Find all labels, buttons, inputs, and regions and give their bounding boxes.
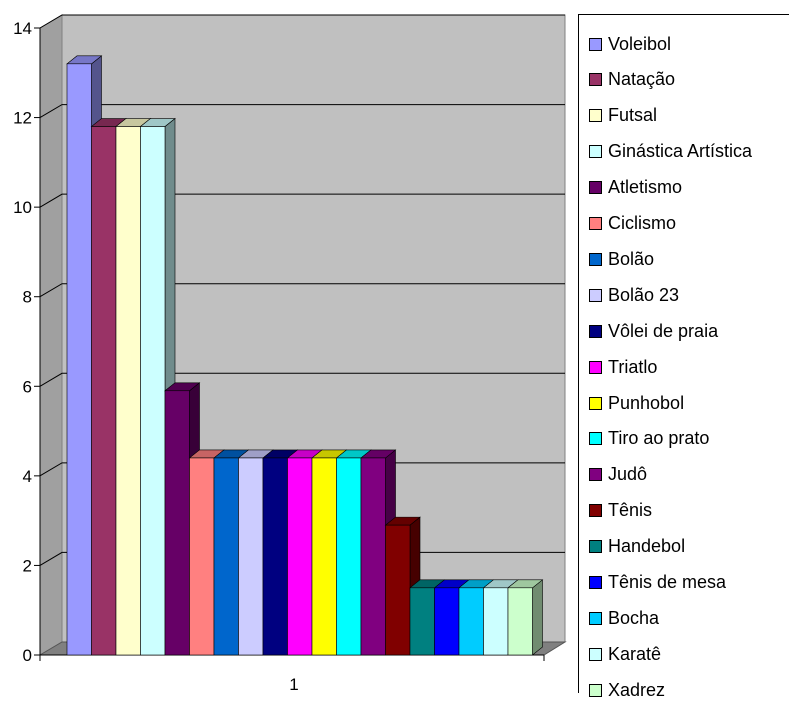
bar-15 <box>410 588 435 655</box>
bar-9 <box>263 458 288 655</box>
legend-swatch <box>589 253 602 266</box>
legend-swatch <box>589 397 602 410</box>
legend-swatch <box>589 468 602 481</box>
legend-item: Tênis de mesa <box>589 565 726 601</box>
bar-chart: 0 2 4 6 8 10 12 14 1 <box>0 0 578 693</box>
y-tick-label: 12 <box>13 109 32 128</box>
bar-2 <box>92 127 117 655</box>
legend-label: Atletismo <box>608 177 682 198</box>
legend-label: Voleibol <box>608 34 671 55</box>
legend-item: Handebol <box>589 529 685 565</box>
legend-item: Ginástica Artística <box>589 134 752 170</box>
legend-label: Triatlo <box>608 357 657 378</box>
legend-item: Vôlei de praia <box>589 313 718 349</box>
legend-item: Triatlo <box>589 349 657 385</box>
bar-11 <box>312 458 337 655</box>
bar-12 <box>337 458 362 655</box>
bar-6 <box>190 458 215 655</box>
legend-swatch <box>589 181 602 194</box>
legend-swatch <box>589 576 602 589</box>
bar-5 <box>165 391 190 655</box>
legend-item: Xadrez <box>589 672 665 708</box>
legend-item: Bocha <box>589 600 659 636</box>
legend-label: Handebol <box>608 536 685 557</box>
bar-13 <box>361 458 386 655</box>
legend-label: Futsal <box>608 105 657 126</box>
y-tick-label: 0 <box>23 646 32 665</box>
legend-label: Tênis <box>608 500 652 521</box>
y-tick-label: 2 <box>23 556 32 575</box>
legend-swatch <box>589 325 602 338</box>
legend-item: Voleibol <box>589 26 671 62</box>
x-category-label: 1 <box>289 675 298 693</box>
bar-4 <box>141 127 166 655</box>
bar-side-19 <box>533 580 543 655</box>
legend-label: Bolão <box>608 249 654 270</box>
legend-item: Bolão <box>589 241 654 277</box>
legend-label: Tiro ao prato <box>608 428 709 449</box>
y-tick-label: 14 <box>13 19 32 38</box>
bar-10 <box>288 458 313 655</box>
legend-swatch <box>589 109 602 122</box>
legend-swatch <box>589 145 602 158</box>
legend-label: Karatê <box>608 644 661 665</box>
chart-legend: Voleibol Natação Futsal Ginástica Artística… <box>578 14 789 693</box>
legend-label: Bolão 23 <box>608 285 679 306</box>
y-tick-label: 4 <box>23 467 32 486</box>
legend-label: Ciclismo <box>608 213 676 234</box>
legend-swatch <box>589 73 602 86</box>
legend-item: Atletismo <box>589 170 682 206</box>
legend-label: Bocha <box>608 608 659 629</box>
legend-item: Tiro ao prato <box>589 421 709 457</box>
legend-item: Natação <box>589 62 675 98</box>
legend-swatch <box>589 648 602 661</box>
legend-swatch <box>589 684 602 697</box>
bar-8 <box>239 458 264 655</box>
legend-item: Bolão 23 <box>589 277 679 313</box>
y-tick-label: 8 <box>23 288 32 307</box>
legend-item: Futsal <box>589 98 657 134</box>
legend-swatch <box>589 217 602 230</box>
legend-label: Tênis de mesa <box>608 572 726 593</box>
legend-swatch <box>589 432 602 445</box>
legend-swatch <box>589 504 602 517</box>
y-tick-label: 10 <box>13 198 32 217</box>
legend-item: Punhobol <box>589 385 684 421</box>
legend-item: Judô <box>589 457 647 493</box>
legend-swatch <box>589 361 602 374</box>
legend-item: Karatê <box>589 636 661 672</box>
bar-3 <box>116 127 141 655</box>
legend-label: Vôlei de praia <box>608 321 718 342</box>
legend-label: Xadrez <box>608 680 665 701</box>
legend-item: Ciclismo <box>589 206 676 242</box>
bar-7 <box>214 458 239 655</box>
legend-swatch <box>589 540 602 553</box>
y-tick-label: 6 <box>23 377 32 396</box>
bar-14 <box>386 525 411 655</box>
legend-swatch <box>589 38 602 51</box>
bar-18 <box>484 588 509 655</box>
legend-item: Tênis <box>589 493 652 529</box>
bar-1 <box>67 64 92 655</box>
legend-label: Judô <box>608 464 647 485</box>
legend-label: Natação <box>608 69 675 90</box>
bar-19 <box>508 588 533 655</box>
legend-swatch <box>589 289 602 302</box>
bar-16 <box>435 588 460 655</box>
legend-swatch <box>589 612 602 625</box>
bar-17 <box>459 588 484 655</box>
legend-label: Punhobol <box>608 393 684 414</box>
legend-label: Ginástica Artística <box>608 141 752 162</box>
